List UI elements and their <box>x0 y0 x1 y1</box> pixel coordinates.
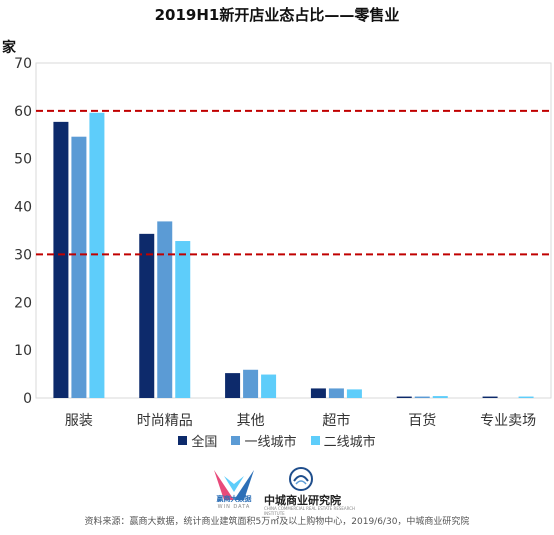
bar <box>71 136 87 398</box>
y-tick-label: 60 <box>14 104 32 120</box>
bar <box>346 389 362 398</box>
x-tick-label: 百货 <box>408 412 436 429</box>
chart-legend: 全国 一线城市 二线城市 <box>0 431 554 450</box>
winshang-logo-text: 赢商大数据 <box>216 495 252 503</box>
bar <box>53 121 69 398</box>
legend-swatch-national <box>178 436 188 445</box>
bar <box>310 388 326 398</box>
legend-label-national: 全国 <box>191 435 218 450</box>
bar <box>432 396 448 398</box>
legend-item-tier2: 二线城市 <box>310 431 376 450</box>
source-note: 资料来源：赢商大数据，统计商业建筑面积5万㎡及以上购物中心，2019/6/30，… <box>84 517 470 527</box>
legend-swatch-tier2 <box>310 436 320 445</box>
bar <box>414 396 430 398</box>
y-tick-label: 20 <box>14 295 32 311</box>
chart-title: 2019H1新开店业态占比——零售业 <box>154 6 400 24</box>
y-tick-label: 50 <box>14 152 32 168</box>
y-axis-unit: 家 <box>2 40 16 56</box>
zhongcheng-logo-icon <box>289 467 313 491</box>
bar <box>396 396 412 398</box>
y-tick-label: 0 <box>23 391 32 407</box>
winshang-logo-subtext: WIN DATA <box>217 504 251 510</box>
bar <box>518 396 534 398</box>
bar <box>139 233 155 398</box>
winshang-logo-icon <box>214 470 254 500</box>
x-tick-label: 超市 <box>322 412 350 429</box>
legend-item-tier1: 一线城市 <box>231 431 297 450</box>
bar <box>328 388 344 398</box>
bar <box>175 241 191 398</box>
plot-area <box>35 62 552 399</box>
legend-item-national: 全国 <box>178 431 217 450</box>
bar <box>225 373 241 398</box>
bar <box>157 221 173 398</box>
legend-label-tier1: 一线城市 <box>244 435 297 450</box>
bar <box>482 396 498 398</box>
y-tick-label: 40 <box>14 200 32 216</box>
bar <box>261 374 277 398</box>
legend-swatch-tier1 <box>231 436 241 445</box>
zhongcheng-logo-subtext: CHINA COMMERCIAL REAL ESTATE RESEARCH IN… <box>264 506 356 516</box>
y-tick-label: 30 <box>14 247 32 263</box>
x-tick-label: 时尚精品 <box>137 413 193 429</box>
y-tick-label: 70 <box>14 56 32 72</box>
x-tick-label: 服装 <box>65 413 93 429</box>
legend-label-tier2: 二线城市 <box>323 435 376 450</box>
zhongcheng-logo-text: 中城商业研究院 <box>264 494 341 507</box>
x-tick-label: 其他 <box>237 413 265 429</box>
bar <box>243 369 259 398</box>
y-tick-label: 10 <box>14 343 32 359</box>
bar-chart: 0 10 20 30 40 50 60 70 服装 时尚精品 其他 超市 百货 专业卖场 <box>14 56 552 429</box>
x-tick-label: 专业卖场 <box>480 413 536 429</box>
